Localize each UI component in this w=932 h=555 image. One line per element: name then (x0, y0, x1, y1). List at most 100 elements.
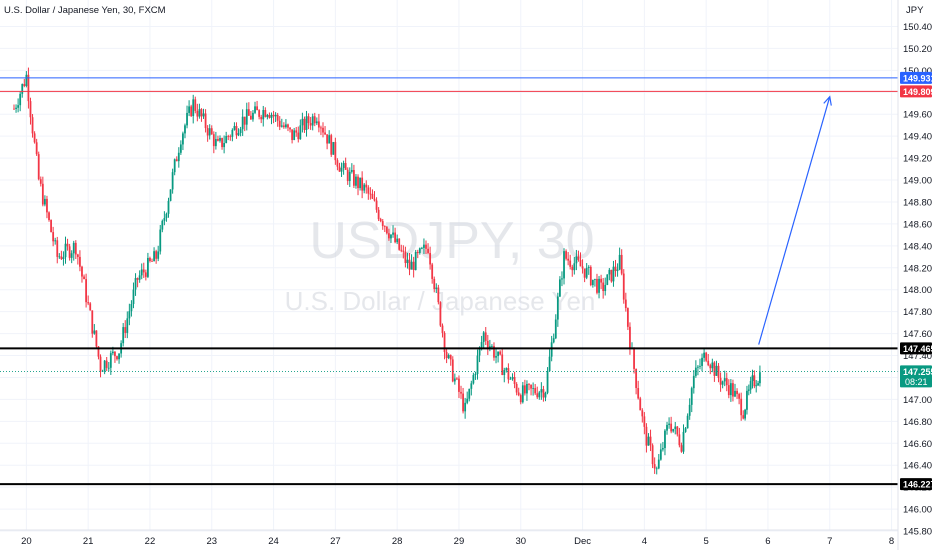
candle-body (280, 125, 283, 127)
candle-body (350, 170, 353, 172)
candle-body (472, 375, 475, 384)
projection-arrow[interactable] (758, 95, 832, 345)
candle-body (217, 139, 219, 141)
candle-body (742, 415, 745, 419)
candle-body (565, 251, 567, 259)
candle-body (23, 84, 26, 86)
arrow-head[interactable] (823, 95, 832, 106)
candle-body (501, 354, 504, 375)
badge-label-resistance-blue: 149.931 (903, 73, 932, 83)
candle-body (753, 375, 756, 387)
candle-body (214, 139, 217, 147)
candle-body (155, 251, 158, 259)
candle-body (179, 144, 182, 153)
candle-body (254, 106, 256, 113)
candle-body (727, 385, 730, 396)
y-tick-label: 147.600 (903, 329, 932, 340)
candle-body (486, 340, 489, 348)
candle-body (550, 342, 553, 357)
candle-body (633, 348, 635, 369)
candle-body (606, 274, 609, 285)
y-tick-label: 147.400 (903, 351, 932, 362)
candle-body (427, 248, 429, 253)
candle-body (513, 377, 516, 385)
candle-body (225, 135, 228, 143)
candle-body (707, 360, 710, 366)
candle-body (128, 311, 131, 319)
candle-body (388, 233, 390, 239)
candle-body (157, 251, 160, 259)
x-tick-label: 6 (765, 536, 770, 547)
candle-body (198, 109, 201, 117)
candle-body (136, 278, 139, 280)
candle-body (540, 389, 543, 393)
candle-body (678, 434, 681, 446)
candle-body (641, 410, 644, 417)
candle-body (418, 248, 421, 254)
badge-level-147465 (900, 342, 932, 355)
candle-body (229, 136, 232, 138)
candle-body (423, 244, 425, 248)
candle-body (81, 266, 83, 277)
candle-body (517, 392, 520, 396)
candle-body (260, 116, 263, 120)
current-price-label: 147.255 (903, 367, 932, 377)
candle-body (734, 390, 736, 397)
candle-body (276, 114, 279, 121)
candle-body (717, 365, 720, 378)
x-tick-label: 5 (704, 536, 709, 547)
price-badges: 149.931 149.809 147.465 146.227 147.25508:21 (900, 71, 932, 491)
y-tick-label: 148.400 (903, 241, 932, 252)
candle-body (521, 385, 524, 403)
candle-body (192, 99, 195, 117)
candle-body (219, 138, 221, 141)
candle-body (400, 249, 403, 251)
candle-body (476, 355, 479, 375)
y-tick-label: 149.600 (903, 110, 932, 121)
candle-body (48, 212, 50, 221)
candle-body (680, 445, 683, 452)
candle-body (365, 184, 368, 188)
candle-body (344, 163, 347, 170)
candle-body (546, 371, 549, 393)
candle-body (478, 347, 481, 356)
candle-body (338, 166, 341, 172)
candle-body (458, 378, 460, 392)
candle-body (410, 261, 413, 270)
candle-body (175, 159, 178, 162)
candle-body (474, 374, 477, 376)
horizontal-lines[interactable] (0, 77, 898, 486)
candle-body (451, 359, 454, 382)
candle-body (406, 259, 409, 264)
candle-body (274, 114, 277, 117)
candle-body (147, 257, 149, 277)
arrow-shaft[interactable] (758, 96, 831, 345)
candle-body (688, 404, 691, 416)
candle-body (552, 338, 555, 343)
candle-body (385, 226, 388, 234)
candle-body (202, 113, 205, 117)
candle-body (39, 179, 42, 184)
candle-body (670, 423, 673, 432)
candle-body (231, 129, 234, 137)
candle-body (563, 251, 565, 279)
candle-body (171, 172, 174, 190)
candle-body (186, 112, 188, 126)
candle-body (732, 383, 734, 397)
candle-body (169, 189, 172, 201)
candle-body (79, 256, 81, 267)
candle-body (598, 278, 600, 293)
candle-body (19, 93, 22, 106)
candle-body (72, 242, 75, 254)
candle-body (245, 109, 248, 125)
candle-body (664, 430, 666, 449)
badge-label-level-147465: 147.465 (903, 344, 932, 354)
candle-body (324, 132, 326, 135)
badge-label-resistance-red: 149.809 (903, 87, 932, 97)
candle-body (414, 251, 417, 271)
candles (13, 67, 761, 475)
candle-body (44, 198, 46, 205)
candle-body (392, 232, 394, 235)
